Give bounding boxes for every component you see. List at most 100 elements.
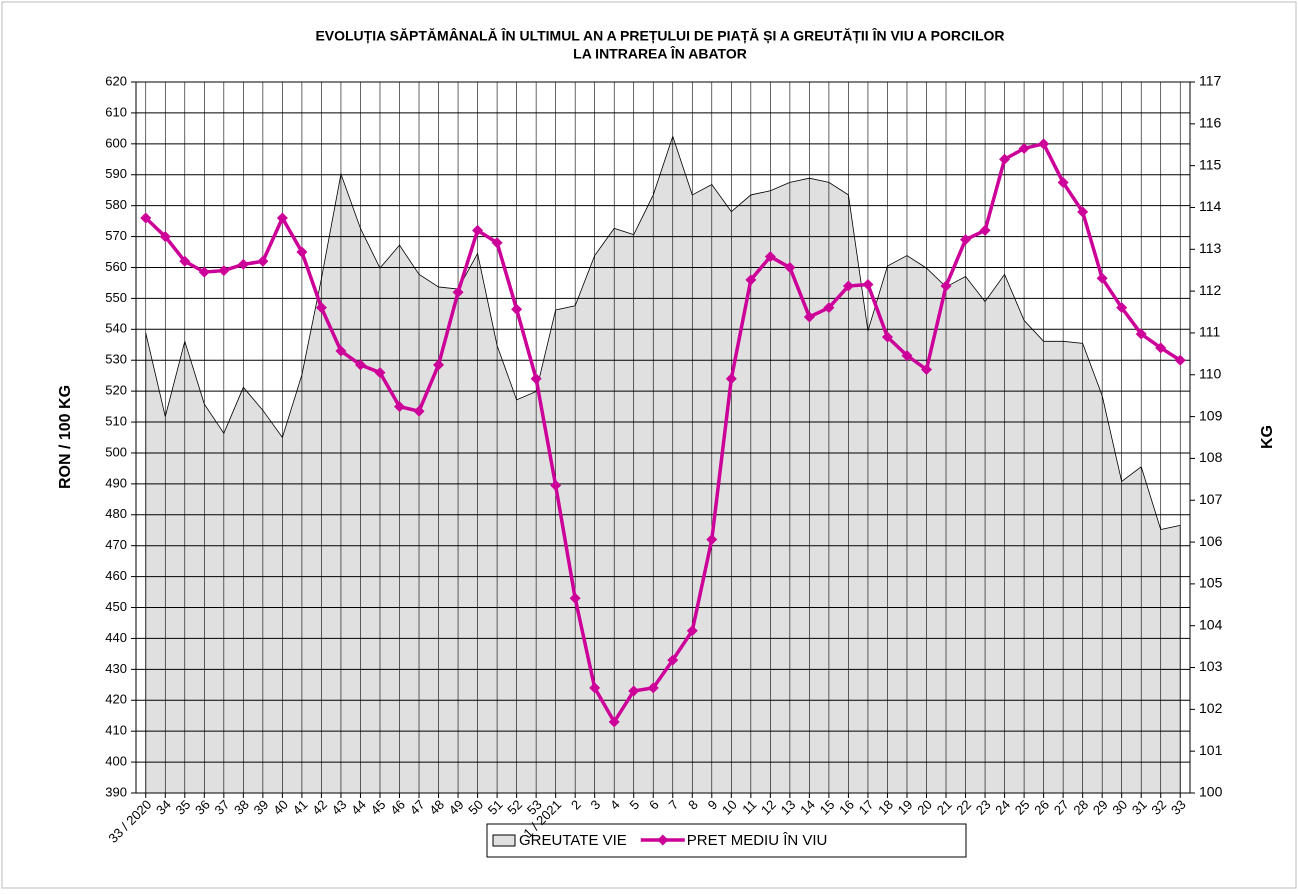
point: [725, 373, 737, 385]
point: [218, 265, 230, 277]
point: [511, 303, 523, 315]
point: [1155, 342, 1167, 354]
y2-tick-label: 106: [1199, 533, 1223, 549]
chart-title: EVOLUȚIA SĂPTĂMÂNALĂ ÎN ULTIMUL AN A PRE…: [315, 27, 1004, 44]
point: [999, 153, 1011, 165]
y2-tick-label: 115: [1199, 156, 1222, 172]
point: [354, 359, 366, 371]
y-tick-label: 420: [105, 692, 127, 707]
y-tick-label: 490: [105, 475, 127, 490]
y-tick-label: 530: [105, 352, 127, 367]
legend-marker: [657, 834, 669, 846]
point: [1057, 176, 1069, 188]
y-tick-label: 540: [105, 321, 127, 336]
y-tick-label: 580: [105, 197, 127, 212]
point: [803, 311, 815, 323]
y-tick-label: 500: [105, 444, 127, 459]
chart-title: LA INTRAREA ÎN ABATOR: [573, 45, 747, 62]
point: [940, 280, 952, 292]
point: [276, 212, 288, 224]
legend: [486, 823, 967, 858]
legend-label: GREUTATE VIE: [519, 832, 627, 849]
point: [960, 234, 972, 246]
point: [979, 224, 991, 236]
point: [472, 224, 484, 236]
point: [686, 625, 698, 637]
point: [1038, 138, 1050, 150]
point: [1077, 206, 1089, 218]
plot-frame: [135, 81, 1191, 794]
y2-tick-label: 110: [1199, 365, 1222, 381]
point: [550, 479, 562, 491]
point: [784, 261, 796, 273]
y-tick-label: 520: [105, 383, 127, 398]
y-tick-label: 600: [105, 135, 127, 150]
point: [706, 534, 718, 546]
y-axis-label: RON / 100 KG: [57, 385, 74, 489]
y-tick-label: 550: [105, 290, 127, 305]
point: [901, 350, 913, 362]
y2-tick-label: 108: [1199, 449, 1223, 465]
point: [335, 345, 347, 357]
y-tick-label: 430: [105, 661, 127, 676]
point: [257, 255, 269, 267]
y2-tick-label: 111: [1199, 324, 1220, 340]
y-tick-label: 460: [105, 568, 127, 583]
point: [667, 654, 679, 666]
y2-tick-label: 105: [1199, 575, 1223, 591]
y2-tick-label: 114: [1199, 198, 1222, 214]
y-tick-label: 400: [105, 754, 127, 769]
y-tick-label: 440: [105, 630, 127, 645]
point: [1174, 354, 1186, 366]
point: [862, 278, 874, 290]
legend-swatch: [492, 834, 516, 847]
point: [140, 212, 152, 224]
point: [179, 255, 191, 267]
point: [413, 405, 425, 417]
y2-tick-label: 100: [1199, 784, 1223, 800]
y2-tick-label: 112: [1199, 282, 1222, 298]
y-tick-label: 410: [105, 723, 127, 738]
point: [608, 716, 620, 728]
point: [589, 682, 601, 694]
y2-tick-label: 113: [1199, 240, 1222, 256]
point: [1096, 272, 1108, 284]
point: [433, 359, 445, 371]
y2-tick-label: 101: [1199, 742, 1223, 758]
point: [1018, 142, 1030, 154]
y2-tick-label: 102: [1199, 700, 1223, 716]
y-tick-label: 610: [105, 104, 127, 119]
y-tick-label: 570: [105, 228, 127, 243]
y-tick-label: 470: [105, 537, 127, 552]
point: [745, 274, 757, 286]
point: [374, 367, 386, 379]
y2-tick-label: 104: [1199, 616, 1223, 632]
legend-label: PRET MEDIU ÎN VIU: [687, 832, 828, 849]
point: [569, 592, 581, 604]
y2-tick-label: 117: [1199, 73, 1222, 89]
point: [921, 363, 932, 375]
point: [764, 251, 776, 263]
y2-tick-label: 109: [1199, 407, 1223, 423]
y-tick-label: 390: [105, 784, 127, 799]
point: [491, 237, 503, 249]
point: [315, 302, 327, 314]
point: [628, 685, 640, 697]
y2-axis-label: KG: [1259, 425, 1276, 449]
point: [1116, 302, 1128, 314]
point: [842, 280, 854, 292]
y-tick-label: 590: [105, 166, 127, 181]
y-tick-label: 450: [105, 599, 127, 614]
point: [881, 331, 893, 343]
y-tick-label: 510: [105, 413, 127, 428]
point: [823, 302, 835, 314]
point: [296, 246, 308, 258]
point: [198, 266, 210, 278]
y-tick-label: 620: [105, 73, 127, 88]
y2-tick-label: 107: [1199, 491, 1223, 507]
y2-tick-label: 103: [1199, 658, 1223, 674]
y-tick-label: 560: [105, 259, 127, 274]
point: [647, 682, 659, 694]
y2-tick-label: 116: [1199, 115, 1222, 131]
